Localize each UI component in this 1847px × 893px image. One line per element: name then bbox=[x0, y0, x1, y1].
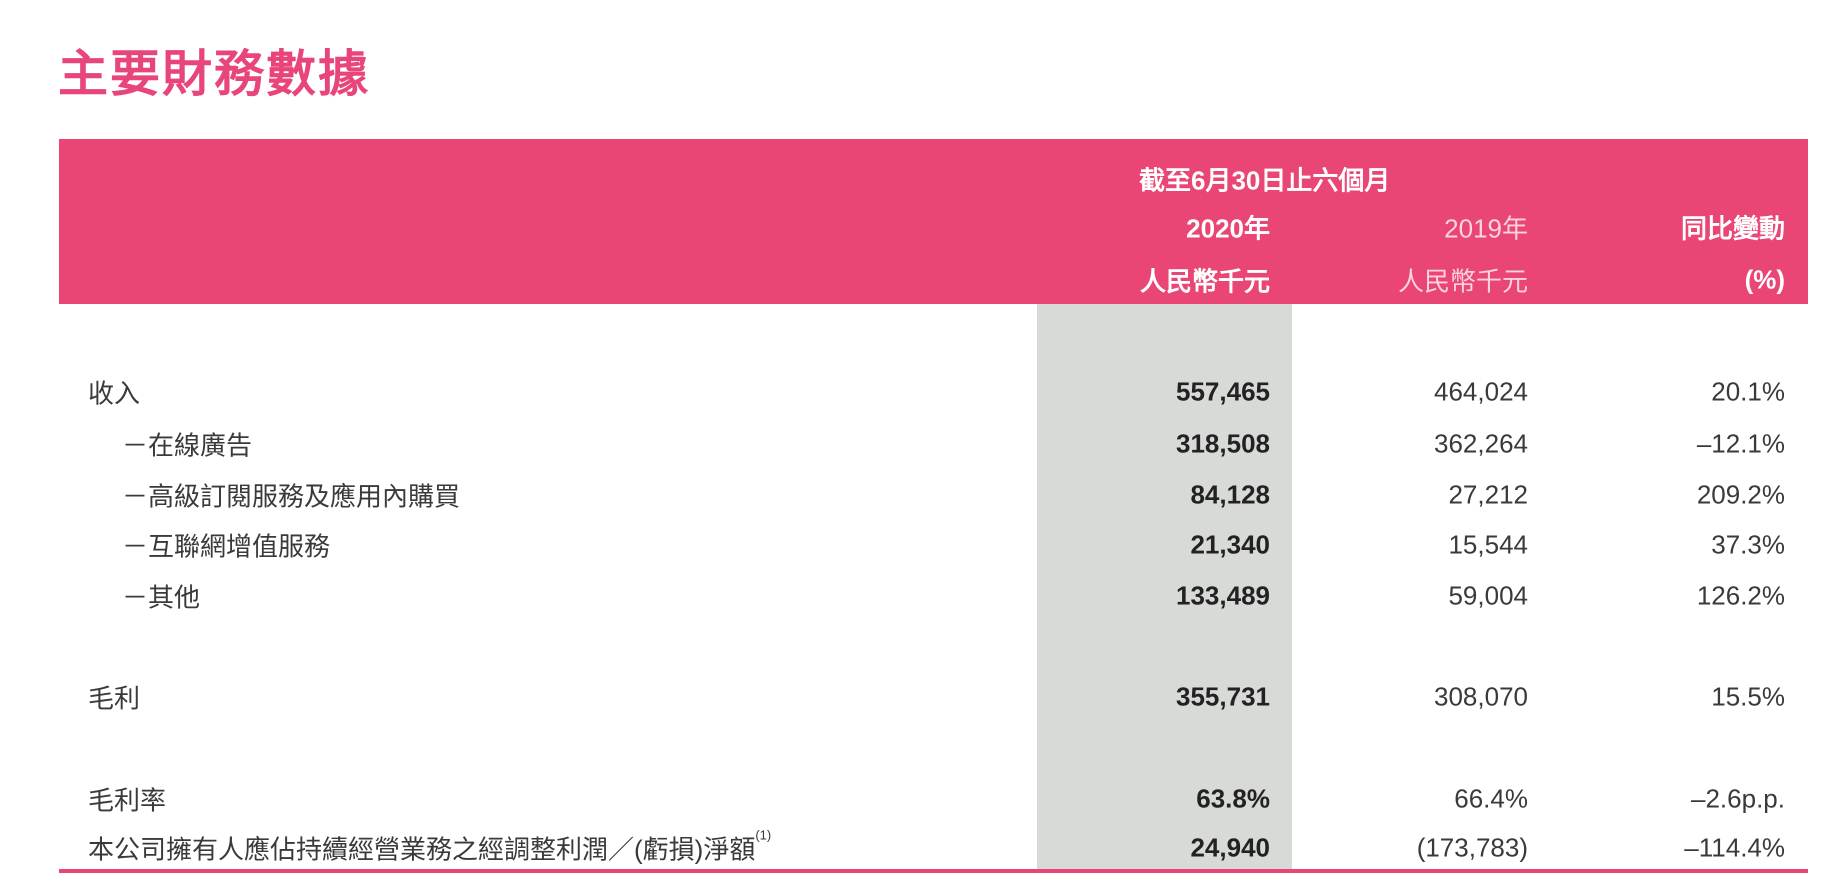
value-2020: 355,731 bbox=[1176, 682, 1270, 713]
row-label-text: －在線廣告 bbox=[122, 430, 253, 461]
value-2019-text: 27,212 bbox=[1448, 479, 1528, 510]
value-change: 209.2% bbox=[1697, 480, 1785, 511]
value-2020: 318,508 bbox=[1176, 429, 1270, 460]
row-label: 本公司擁有人應佔持續經營業務之經調整利潤／(虧損)淨額(1) bbox=[88, 827, 772, 867]
value-2020-text: 21,340 bbox=[1190, 529, 1270, 560]
row-label-text: 毛利 bbox=[88, 683, 141, 714]
value-2019-text: (173,783) bbox=[1416, 832, 1528, 863]
value-change: –12.1% bbox=[1697, 429, 1785, 460]
value-2019: 66.4% bbox=[1454, 784, 1528, 815]
value-2019-text: 66.4% bbox=[1454, 783, 1528, 814]
value-2019-text: 464,024 bbox=[1434, 376, 1528, 407]
row-label: －互聯網增值服務 bbox=[122, 527, 330, 564]
row-label-text: －其他 bbox=[122, 582, 201, 613]
value-2019: 59,004 bbox=[1448, 581, 1528, 612]
page-title: 主要財務數據 bbox=[58, 46, 370, 102]
header-period: 截至6月30日止六個月 bbox=[1139, 165, 1391, 196]
value-change: –114.4% bbox=[1684, 833, 1785, 864]
header-2020: 2020年 bbox=[1186, 213, 1270, 244]
value-2020: 63.8% bbox=[1196, 784, 1270, 815]
value-change-text: –114.4% bbox=[1684, 832, 1785, 863]
table-bottom-rule bbox=[59, 869, 1808, 873]
row-label: 毛利率 bbox=[88, 781, 166, 818]
row-label-text: 本公司擁有人應佔持續經營業務之經調整利潤／(虧損)淨額 bbox=[88, 834, 756, 865]
highlight-column-2020 bbox=[1037, 304, 1292, 872]
value-2020: 84,128 bbox=[1190, 480, 1270, 511]
row-label-text: －高級訂閱服務及應用內購買 bbox=[122, 481, 461, 512]
header-change: 同比變動 bbox=[1680, 213, 1785, 244]
value-2019: (173,783) bbox=[1417, 833, 1528, 864]
value-change-text: 20.1% bbox=[1711, 376, 1785, 407]
value-change-text: 126.2% bbox=[1696, 580, 1785, 611]
header-unit-change: (%) bbox=[1744, 264, 1785, 295]
value-2019: 27,212 bbox=[1448, 480, 1528, 511]
row-label: －在線廣告 bbox=[122, 426, 252, 463]
value-change: 20.1% bbox=[1711, 377, 1785, 408]
value-2020: 557,465 bbox=[1176, 377, 1270, 408]
value-2020-text: 355,731 bbox=[1176, 681, 1270, 712]
table-header bbox=[59, 139, 1808, 304]
footnote-marker: (1) bbox=[755, 827, 772, 843]
row-label-text: 毛利率 bbox=[88, 785, 167, 816]
value-2019-text: 59,004 bbox=[1448, 580, 1528, 611]
value-change-text: –12.1% bbox=[1696, 428, 1785, 459]
row-label: 毛利 bbox=[88, 679, 140, 716]
value-2020: 21,340 bbox=[1190, 530, 1270, 561]
value-2020-text: 133,489 bbox=[1176, 580, 1270, 611]
value-change: 126.2% bbox=[1697, 581, 1785, 612]
value-change: 37.3% bbox=[1711, 530, 1785, 561]
header-2019: 2019年 bbox=[1444, 213, 1528, 244]
value-2019-text: 308,070 bbox=[1434, 681, 1528, 712]
row-label-text: －互聯網增值服務 bbox=[122, 531, 331, 562]
value-2020: 24,940 bbox=[1190, 833, 1270, 864]
value-2019-text: 15,544 bbox=[1448, 529, 1528, 560]
row-label: －其他 bbox=[122, 578, 200, 615]
value-change-text: 15.5% bbox=[1711, 681, 1785, 712]
header-unit-2019: 人民幣千元 bbox=[1397, 266, 1528, 297]
value-2020-text: 318,508 bbox=[1176, 428, 1270, 459]
row-label-text: 收入 bbox=[88, 378, 141, 409]
value-change-text: 37.3% bbox=[1711, 529, 1785, 560]
value-2019: 15,544 bbox=[1448, 530, 1528, 561]
value-2020: 133,489 bbox=[1176, 581, 1270, 612]
value-2020-text: 24,940 bbox=[1190, 832, 1270, 863]
value-2019: 464,024 bbox=[1434, 377, 1528, 408]
row-label: 收入 bbox=[88, 374, 140, 411]
value-2019: 308,070 bbox=[1434, 682, 1528, 713]
value-change-text: 209.2% bbox=[1696, 479, 1785, 510]
value-2020-text: 63.8% bbox=[1196, 783, 1270, 814]
value-change: –2.6p.p. bbox=[1691, 784, 1785, 815]
value-change-text: –2.6p.p. bbox=[1691, 783, 1785, 814]
row-label: －高級訂閱服務及應用內購買 bbox=[122, 477, 460, 514]
value-2020-text: 84,128 bbox=[1190, 479, 1270, 510]
header-unit-2020: 人民幣千元 bbox=[1139, 266, 1270, 297]
value-change: 15.5% bbox=[1711, 682, 1785, 713]
value-2019-text: 362,264 bbox=[1434, 428, 1528, 459]
value-2019: 362,264 bbox=[1434, 429, 1528, 460]
value-2020-text: 557,465 bbox=[1176, 376, 1270, 407]
